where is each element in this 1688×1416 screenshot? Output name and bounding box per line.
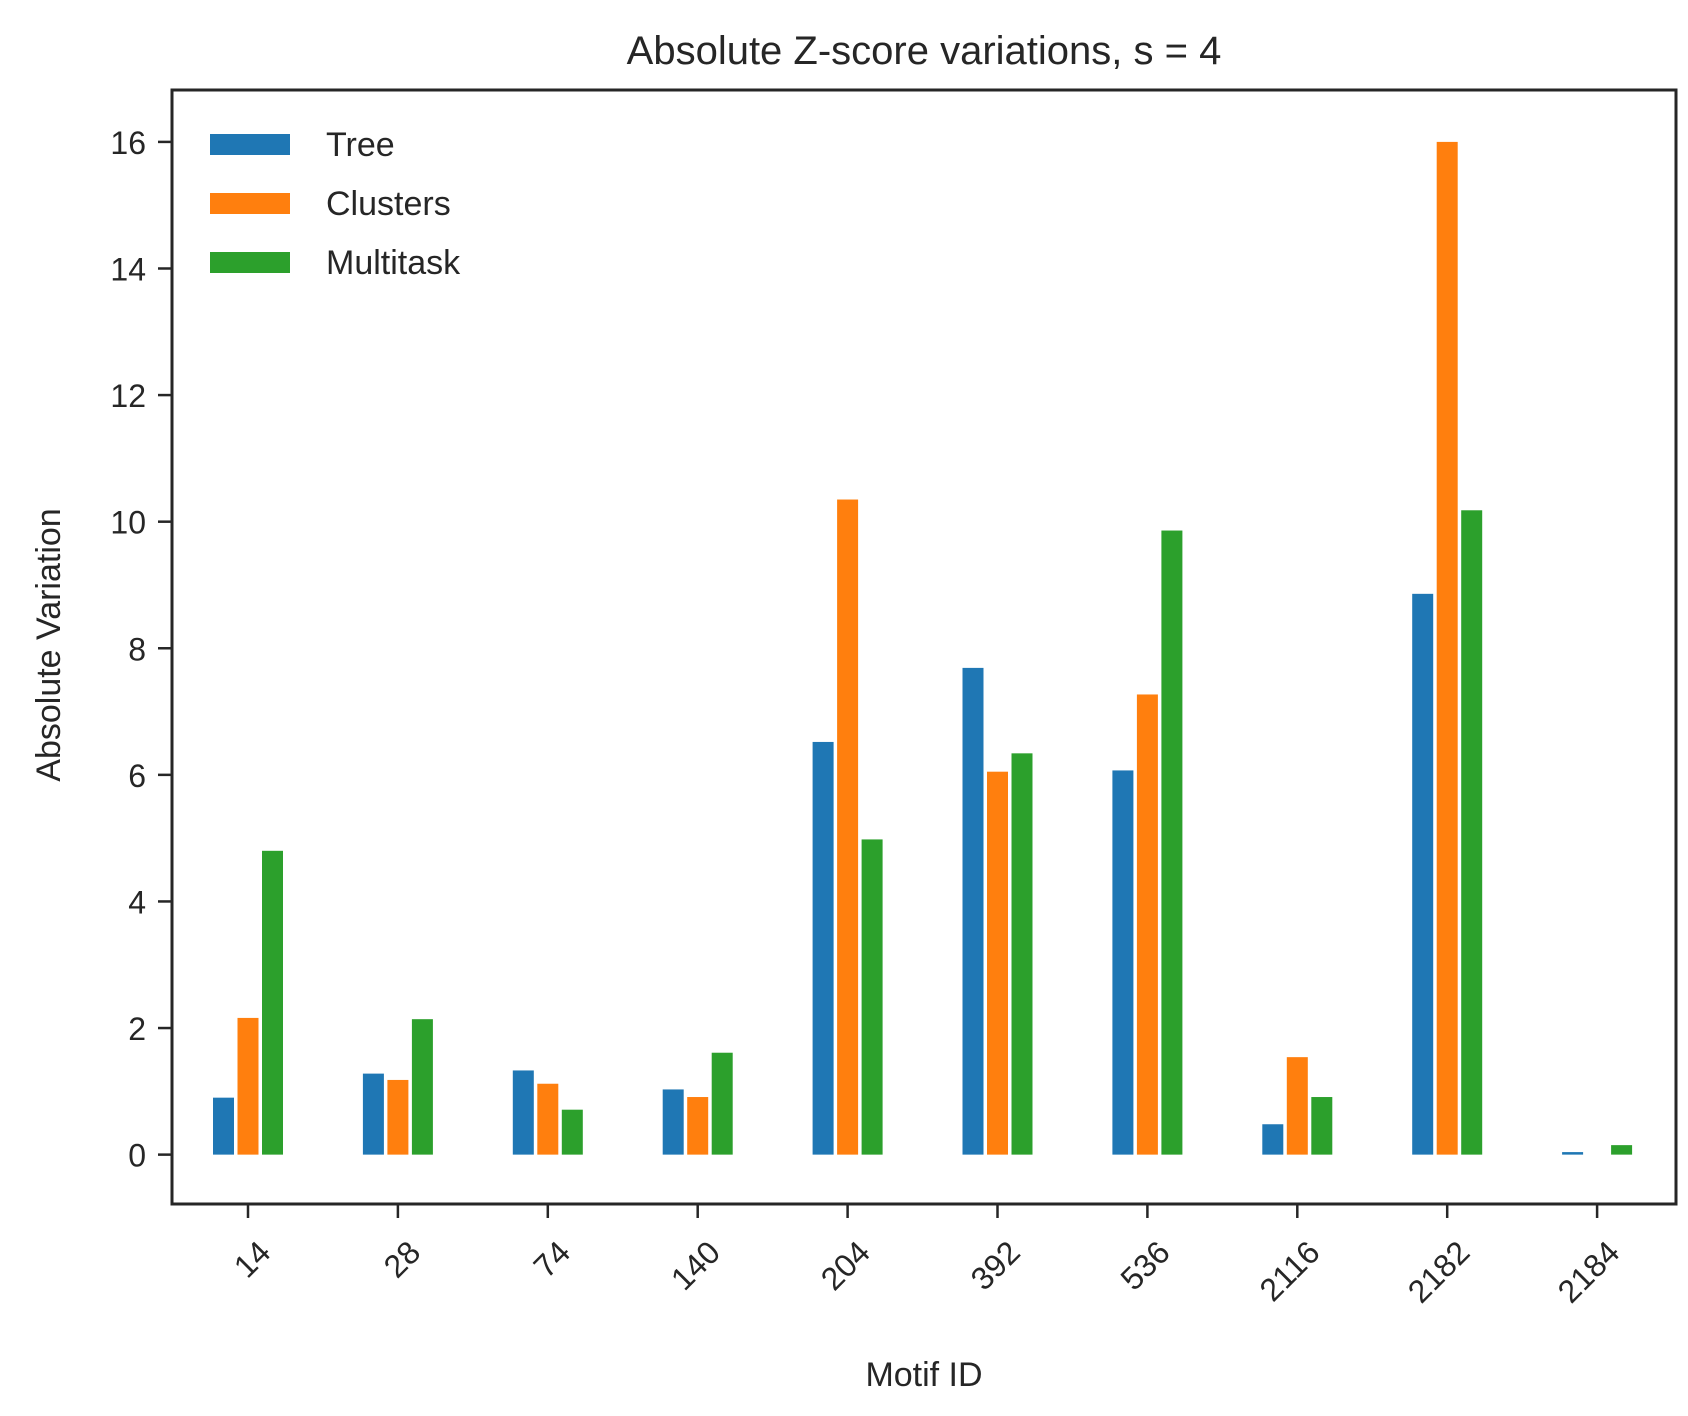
x-tick-label: 28 xyxy=(377,1234,428,1285)
x-axis-label: Motif ID xyxy=(865,1356,982,1394)
bar-tree-74 xyxy=(512,1070,534,1155)
y-tick-label: 6 xyxy=(128,758,146,794)
bar-tree-14 xyxy=(213,1097,234,1155)
y-tick-label: 4 xyxy=(128,884,146,920)
bar-clusters-74 xyxy=(537,1083,559,1155)
y-tick-label: 8 xyxy=(128,631,146,667)
bar-multitask-2184 xyxy=(1611,1145,1633,1155)
x-tick-label: 2184 xyxy=(1551,1234,1627,1310)
bar-tree-392 xyxy=(962,667,984,1155)
legend: Tree Clusters Multitask xyxy=(210,126,461,282)
bar-tree-2116 xyxy=(1262,1124,1284,1155)
legend-label-clusters: Clusters xyxy=(326,185,451,223)
bar-clusters-2182 xyxy=(1436,141,1458,1155)
bar-clusters-28 xyxy=(387,1079,409,1155)
bar-clusters-14 xyxy=(237,1017,259,1155)
bar-tree-2184 xyxy=(1562,1152,1584,1155)
y-tick-label: 10 xyxy=(110,505,146,541)
x-tick-label: 204 xyxy=(814,1234,877,1297)
bar-tree-204 xyxy=(812,741,834,1155)
bar-tree-28 xyxy=(362,1073,384,1155)
x-tick-label: 2116 xyxy=(1253,1234,1327,1308)
chart-title: Absolute Z-score variations, s = 4 xyxy=(627,29,1222,73)
x-tick-label: 536 xyxy=(1114,1234,1177,1297)
legend-label-multitask: Multitask xyxy=(326,244,461,282)
y-axis-label: Absolute Variation xyxy=(30,508,68,781)
bar-clusters-204 xyxy=(837,499,859,1155)
bar-clusters-536 xyxy=(1136,694,1158,1155)
x-tick-label: 140 xyxy=(664,1234,727,1297)
bar-clusters-2116 xyxy=(1286,1057,1308,1155)
bar-tree-140 xyxy=(662,1089,684,1155)
bar-multitask-28 xyxy=(411,1019,433,1155)
legend-swatch-clusters xyxy=(210,193,290,214)
bar-clusters-140 xyxy=(687,1097,709,1155)
bar-multitask-204 xyxy=(861,839,883,1155)
plot-frame xyxy=(170,88,1678,1206)
y-tick-label: 0 xyxy=(128,1138,146,1174)
bar-tree-536 xyxy=(1112,770,1134,1155)
y-tick-label: 14 xyxy=(110,251,146,287)
y-tick-label: 2 xyxy=(128,1011,146,1047)
legend-swatch-tree xyxy=(210,134,290,155)
y-tick-label: 12 xyxy=(110,378,146,414)
x-tick-label: 14 xyxy=(227,1234,278,1285)
bar-multitask-2116 xyxy=(1311,1097,1333,1155)
bar-multitask-74 xyxy=(561,1109,583,1155)
y-tick-label: 16 xyxy=(110,125,146,161)
bar-multitask-536 xyxy=(1161,530,1183,1155)
bar-tree-2182 xyxy=(1412,593,1434,1155)
bar-multitask-2182 xyxy=(1461,510,1483,1155)
legend-label-tree: Tree xyxy=(326,126,395,164)
bar-multitask-140 xyxy=(711,1052,733,1155)
x-tick-label: 2182 xyxy=(1401,1234,1477,1310)
bar-multitask-392 xyxy=(1011,753,1033,1155)
plot-area: 0 2 4 6 8 10 12 14 16 14 28 74 140 204 392 536 2116 2182 2… xyxy=(110,125,1633,1310)
bar-multitask-14 xyxy=(262,850,283,1155)
bar-clusters-392 xyxy=(987,771,1008,1155)
legend-swatch-multitask xyxy=(210,252,290,273)
x-tick-label: 74 xyxy=(527,1234,578,1285)
x-tick-label: 392 xyxy=(964,1234,1027,1297)
